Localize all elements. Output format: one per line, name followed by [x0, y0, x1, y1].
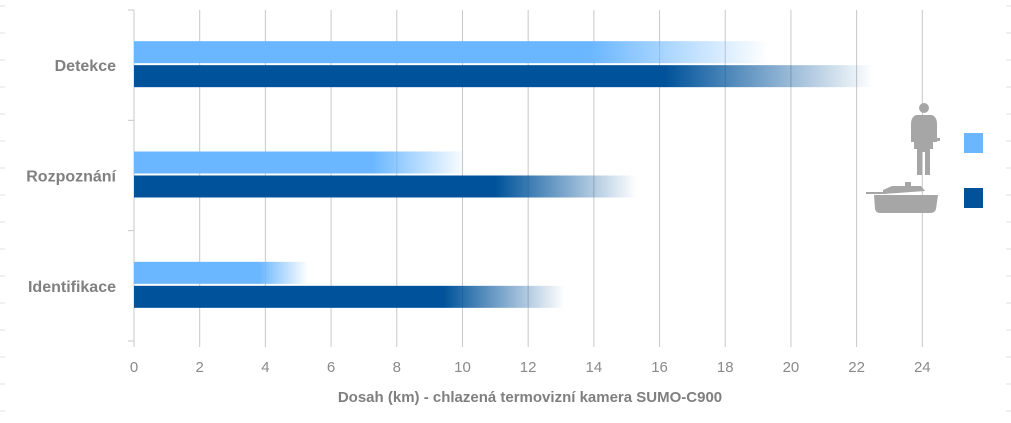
x-tick-label: 14 — [586, 359, 603, 376]
bar-series-2-2 — [134, 285, 565, 308]
x-tick-label: 4 — [261, 359, 269, 376]
x-tick-label: 12 — [520, 359, 537, 376]
bar-series-1-1 — [134, 151, 466, 174]
category-label: Detekce — [55, 58, 116, 75]
x-tick-label: 10 — [454, 359, 471, 376]
legend-swatch-series-1 — [964, 133, 983, 153]
bar-series-1-2 — [134, 261, 309, 284]
x-tick-label: 2 — [196, 359, 204, 376]
category-ticks — [128, 9, 134, 342]
x-tick-label: 6 — [327, 359, 335, 376]
x-tick-label: 8 — [393, 359, 401, 376]
bars — [134, 41, 874, 308]
soldier-silhouette-icon — [911, 103, 940, 175]
x-tick-label: 18 — [717, 359, 734, 376]
tank-silhouette-icon — [866, 182, 938, 213]
legend — [866, 103, 983, 213]
x-tick-label: 22 — [848, 359, 865, 376]
x-axis-title: Dosah (km) - chlazená termovizní kamera … — [338, 389, 722, 406]
x-tick-label: 24 — [914, 359, 931, 376]
x-tick-label: 0 — [130, 359, 138, 376]
category-label: Rozpoznání — [26, 169, 116, 186]
x-tick-label: 16 — [651, 359, 668, 376]
bar-series-2-0 — [134, 65, 874, 88]
bar-series-2-1 — [134, 175, 637, 198]
legend-swatch-series-2 — [964, 188, 983, 208]
category-label: Identifikace — [28, 279, 116, 296]
edge-dashes — [0, 5, 1011, 412]
bar-series-1-0 — [134, 41, 768, 64]
x-tick-label: 20 — [783, 359, 800, 376]
category-labels: Detekce Rozpoznání Identifikace — [26, 58, 116, 296]
x-tick-labels: 0 2 4 6 8 10 12 14 16 18 20 22 24 — [130, 359, 931, 376]
